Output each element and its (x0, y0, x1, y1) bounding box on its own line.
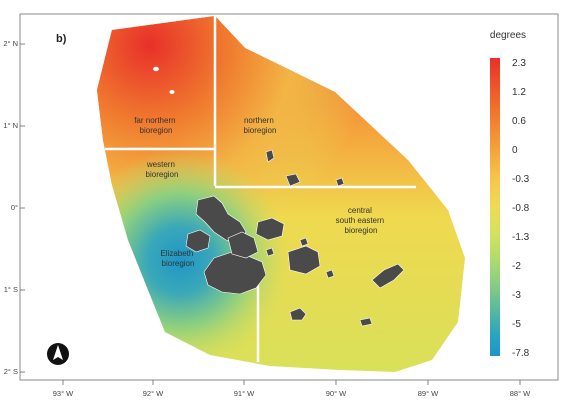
color-legend: degrees 2.3 1.2 0.6 0 -0.3 -0.8 -1.3 -2 -3 -5 -7.8 (490, 30, 530, 359)
x-tick-label: 92° W (143, 389, 164, 398)
legend-tick-label: 2.3 (512, 58, 526, 69)
small-island-west (265, 247, 275, 257)
central-label: central south eastern bioregion (336, 206, 387, 235)
north-arrow-icon (47, 343, 69, 365)
santa-fe-island (325, 269, 335, 279)
x-axis: 93° W 92° W 91° W 90° W 89° W 88° W (53, 380, 531, 398)
region-labels: far northern bioregion northern bioregio… (134, 116, 387, 268)
legend-tick-label: -7.8 (512, 348, 530, 359)
galapagos-islands (185, 149, 405, 327)
x-tick-label: 90° W (326, 389, 347, 398)
bioregion-boundaries (105, 16, 416, 362)
elizabeth-label: Elizabeth bioregion (160, 249, 195, 268)
y-tick-label: 1° S (4, 285, 18, 294)
legend-tick-label: -3 (512, 290, 521, 301)
x-tick-label: 89° W (418, 389, 439, 398)
legend-tick-label: 0.6 (512, 116, 526, 127)
legend-tick-label: -0.3 (512, 174, 530, 185)
san-cristobal-island (371, 263, 405, 289)
y-tick-label: 0° (11, 203, 18, 212)
far-northern-label: far northern bioregion (134, 116, 178, 135)
fernandina-island (185, 229, 211, 253)
pinta-island (265, 149, 275, 163)
x-tick-label: 93° W (53, 389, 74, 398)
far-north-islets (153, 66, 175, 94)
x-tick-label: 88° W (510, 389, 531, 398)
legend-tick-label: -2 (512, 261, 521, 272)
santa-cruz-island (287, 245, 321, 275)
legend-title: degrees (490, 30, 526, 41)
pinzon-island (299, 237, 309, 247)
northern-label: northern bioregion (244, 116, 277, 135)
marchena-island (285, 173, 301, 187)
espanola-island (359, 317, 373, 327)
legend-tick-label: -5 (512, 319, 521, 330)
santiago-island (255, 217, 285, 241)
legend-tick-label: 0 (512, 145, 518, 156)
legend-tick-label: -1.3 (512, 232, 530, 243)
x-tick-label: 91° W (234, 389, 255, 398)
legend-tick-label: -0.8 (512, 203, 530, 214)
floreana-island (289, 307, 307, 321)
legend-tick-label: 1.2 (512, 87, 526, 98)
y-tick-label: 1° N (3, 121, 18, 130)
panel-label: b) (56, 33, 67, 45)
y-axis: 2° N 1° N 0° 1° S 2° S (3, 39, 25, 376)
western-label: western bioregion (146, 160, 179, 179)
legend-colorbar (490, 58, 500, 356)
genovesa-island (335, 177, 345, 187)
y-tick-label: 2° N (3, 39, 18, 48)
y-tick-label: 2° S (4, 367, 18, 376)
isabela-island-middle (227, 231, 259, 259)
